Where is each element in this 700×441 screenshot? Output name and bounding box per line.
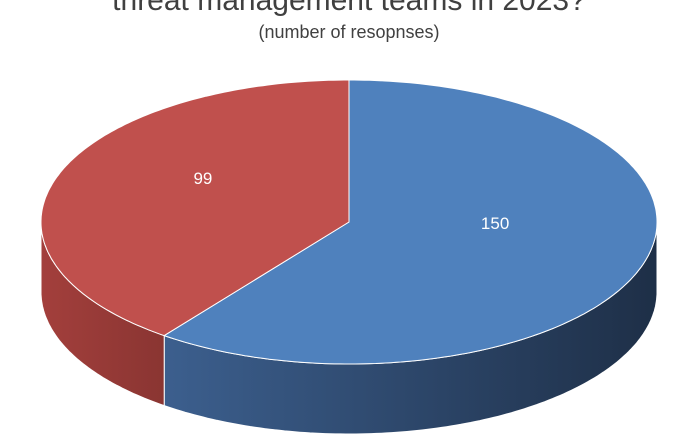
- data-label: 99: [193, 169, 212, 188]
- slice: [40, 79, 350, 337]
- chart-subtitle: (number of resopnses): [258, 22, 439, 42]
- slice: [163, 79, 658, 365]
- chart-title: threat management teams in 2023?: [112, 0, 586, 17]
- data-label: 150: [481, 214, 509, 233]
- plot-area: 150 99: [40, 79, 658, 435]
